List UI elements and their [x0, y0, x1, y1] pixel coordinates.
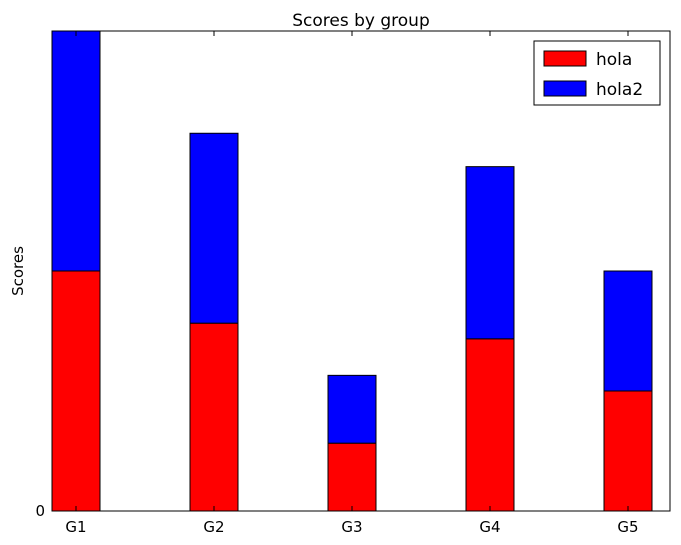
bar-hola2-G3 [327, 374, 377, 444]
bar-hola-G2 [189, 322, 239, 512]
legend-label-hola2: hola2 [596, 80, 643, 100]
x-tick-label-G4: G4 [479, 518, 500, 536]
bar-hola-G5 [603, 390, 653, 512]
plot-frame [51, 30, 671, 512]
bar-hola-G1 [51, 270, 101, 512]
legend-label-hola: hola [596, 50, 632, 70]
bar-hola2-G4 [465, 166, 515, 340]
bar-hola-G4 [465, 338, 515, 512]
ticks-layer: G1 G2 G3 G4 G5 0 [35, 31, 670, 536]
bars-layer [51, 30, 653, 512]
chart-title: Scores by group [292, 11, 430, 31]
x-tick-label-G5: G5 [617, 518, 638, 536]
legend: hola hola2 [533, 40, 661, 106]
bar-hola2-G1 [51, 30, 101, 272]
legend-swatch-hola [543, 50, 587, 67]
y-axis-label: Scores [9, 246, 27, 296]
x-tick-label-G3: G3 [341, 518, 362, 536]
bar-hola2-G2 [189, 132, 239, 324]
bar-hola-G3 [327, 442, 377, 512]
bar-hola2-G5 [603, 270, 653, 392]
x-tick-label-G1: G1 [65, 518, 86, 536]
legend-swatch-hola2 [543, 80, 587, 97]
y-tick-label-0: 0 [35, 502, 45, 520]
x-tick-label-G2: G2 [203, 518, 224, 536]
